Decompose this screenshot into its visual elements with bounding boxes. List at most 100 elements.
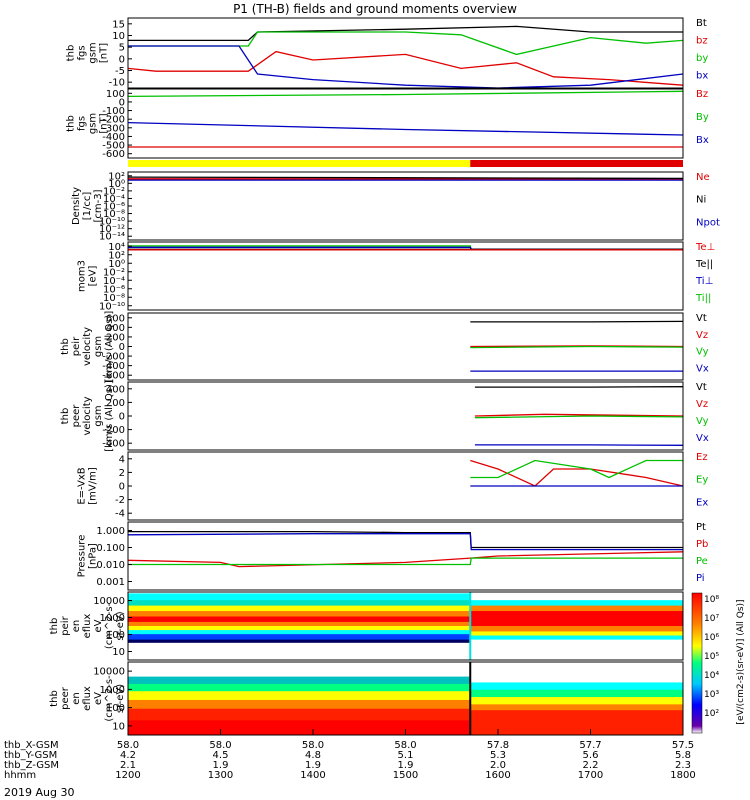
y-tick-label: 400: [106, 323, 125, 334]
y-tick-label: 200: [106, 398, 125, 409]
y-axis-label-line: gsm: [88, 42, 99, 63]
time-axis-value: 4.2: [120, 750, 136, 761]
y-axis-label-line: Density: [71, 187, 82, 225]
y-tick-label: 10: [112, 647, 125, 658]
y-tick-label: -5: [115, 66, 125, 77]
time-axis-value: 4.8: [305, 750, 321, 761]
spectrogram-band: [128, 593, 471, 601]
mode-bar-slow: [128, 160, 471, 167]
time-axis-value: 1.9: [305, 760, 321, 771]
y-axis-label-line: (cm^2-s-: [104, 675, 115, 722]
panel-frame: [127, 241, 684, 311]
y-tick-label: -100: [102, 106, 125, 117]
legend-item: Npot: [696, 217, 720, 228]
y-axis-label-line: gsm: [93, 405, 104, 426]
spectrogram-band: [128, 630, 471, 635]
y-tick-label: 0: [119, 97, 125, 108]
spectrogram-band: [128, 616, 471, 623]
legend-item: Te⊥: [695, 242, 715, 253]
y-axis-label: Density[1/cc][cm-3]: [71, 187, 104, 225]
time-axis-value: 5.1: [398, 750, 414, 761]
y-axis-label: mom3[eV]: [77, 260, 99, 292]
spectrogram-band: [128, 626, 471, 631]
legend-item: Ni: [696, 195, 706, 206]
time-axis-value: 58.0: [394, 740, 416, 751]
y-axis-label-line: thb: [60, 338, 71, 355]
spectrogram-band: [470, 704, 683, 711]
panel-frame: [127, 591, 684, 661]
y-tick-label: 10⁻⁶: [103, 284, 125, 295]
legend-item: Vy: [696, 347, 709, 358]
legend-item: Bt: [696, 18, 707, 29]
colorbar-tick-label: 10⁷: [704, 614, 719, 624]
y-tick-label: 10⁻²: [103, 186, 125, 197]
time-axis-value: 1800: [670, 770, 695, 781]
time-axis-value: 2.2: [583, 760, 599, 771]
spectrogram: [128, 662, 683, 736]
time-axis-value: 57.7: [579, 740, 601, 751]
spectrogram-band: [128, 683, 471, 692]
spectrogram-band: [470, 631, 683, 637]
legend-item: Ex: [696, 497, 708, 508]
panel-5: 6004002000-200-400-600thbpeirvelocitygsm…: [60, 311, 709, 383]
y-axis-label-line: thb: [60, 408, 71, 425]
spectrogram-band: [470, 689, 683, 698]
legend-item: Pt: [696, 522, 706, 533]
time-axis-value: 1600: [485, 770, 510, 781]
time-axis-row-label: hhmm: [4, 770, 36, 781]
y-axis-label-line: fgs: [77, 116, 88, 131]
legend-item: Vz: [696, 330, 708, 341]
series-vz-line: [474, 413, 684, 417]
y-tick-label: 4: [119, 454, 125, 465]
y-axis-label: thbfgsgsm[nT]: [66, 113, 110, 134]
colorbar-gradient: [691, 592, 703, 734]
y-axis-label-line: velocity: [82, 396, 93, 435]
y-tick-label: 10⁻¹⁴: [99, 232, 125, 243]
spectrogram-band: [470, 662, 683, 683]
y-tick-label: 600: [106, 313, 125, 324]
y-tick-label: 0: [119, 412, 125, 423]
legend-item: Vt: [696, 382, 707, 393]
series-vt-line: [470, 320, 684, 323]
spectrogram-band: [128, 621, 471, 627]
time-axis-value: 2.3: [675, 760, 691, 771]
y-tick-label: 0.100: [96, 543, 125, 554]
y-tick-label: 400: [106, 384, 125, 395]
panel-4: 10⁴10²10⁰10⁻²10⁻⁴10⁻⁶10⁻⁸10⁻¹⁰mom3[eV]Te…: [77, 241, 715, 312]
panels: 151050-5-10thbfgsgsm[nT]Btbzbybx1000-100…: [49, 17, 720, 736]
colorbar-tick-label: 10⁴: [704, 671, 719, 681]
spectrogram-band: [128, 720, 471, 736]
spectrogram-band: [470, 592, 683, 601]
y-axis-label: thbpeirvelocitygsm[km/s (All Qs)]: [60, 311, 115, 383]
spectrogram-band: [470, 682, 683, 691]
series-vy-line: [470, 345, 684, 349]
y-tick-label: 10⁰: [108, 259, 125, 270]
y-axis-label-line: velocity: [82, 327, 93, 366]
y-tick-label: 1000: [100, 685, 125, 696]
y-axis-label: Pressure[nPa]: [77, 535, 99, 578]
colorbar-tick-label: 10³: [704, 690, 719, 700]
legend-item: Vz: [696, 399, 708, 410]
series-ni-line: [127, 176, 684, 180]
y-axis-label-line: [nT]: [99, 113, 110, 133]
colorbar-label: [eV/(cm2-s)(sr-eV)] (All Qs)]: [736, 599, 746, 724]
y-axis-label: E=-VxB[mV/m]: [77, 467, 99, 505]
panel-9: 10000100010010thbpeirenefluxeV(cm^2-s-sr…: [49, 591, 684, 661]
spectrogram-band: [128, 691, 471, 701]
y-tick-label: -600: [102, 371, 125, 382]
time-axis-value: 5.6: [583, 750, 599, 761]
y-tick-label: 1000: [100, 613, 125, 624]
y-axis-label-line: E=-VxB: [77, 467, 88, 504]
y-axis-label-line: peir: [71, 336, 82, 356]
y-tick-label: 5: [119, 43, 125, 54]
y-axis-label-line: peer: [71, 404, 82, 428]
time-axis-value: 4.5: [213, 750, 229, 761]
y-axis-label-line: [mV/m]: [88, 467, 99, 505]
panel-frame: [127, 521, 684, 591]
y-axis-label-line: thb: [66, 45, 77, 62]
y-axis-label-line: peer: [60, 686, 71, 710]
y-axis-label-line: [km/s (All Qs)]: [104, 311, 115, 383]
spectrogram-band: [128, 676, 471, 685]
y-axis-label-line: [cm-3]: [93, 189, 104, 222]
